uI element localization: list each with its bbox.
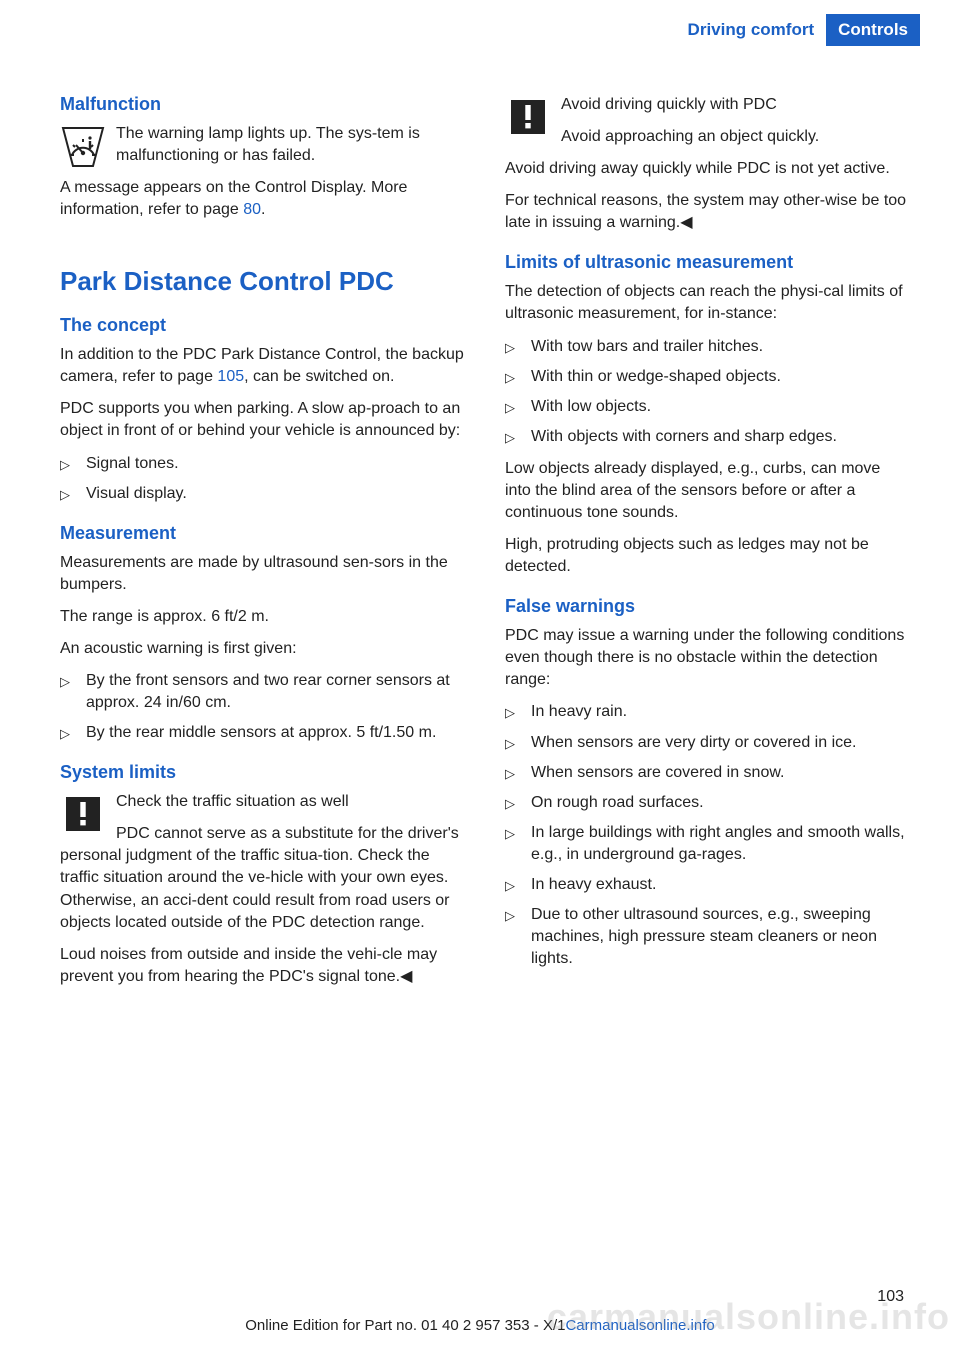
false-p1: PDC may issue a warning under the follow…	[505, 625, 910, 691]
bullet-icon: ▷	[60, 453, 86, 474]
limits-block: Check the traffic situation as well PDC …	[60, 791, 465, 943]
malfunction-p2: A message appears on the Control Display…	[60, 177, 465, 221]
warning-gauge-icon	[60, 125, 106, 169]
ultra-p3: High, protruding objects such as ledges …	[505, 534, 910, 578]
malfunction-title: Malfunction	[60, 94, 465, 115]
bullet-icon: ▷	[505, 396, 531, 417]
bullet-icon: ▷	[60, 483, 86, 504]
ultra-title: Limits of ultrasonic measurement	[505, 252, 910, 273]
list-item: ▷When sensors are covered in snow.	[505, 762, 910, 784]
malfunction-p2b: .	[261, 201, 265, 218]
bullet-icon: ▷	[505, 366, 531, 387]
ultra-p2: Low objects already displayed, e.g., cur…	[505, 458, 910, 524]
list-item: ▷Visual display.	[60, 483, 465, 505]
measurement-p3: An acoustic warning is first given:	[60, 638, 465, 660]
false-title: False warnings	[505, 596, 910, 617]
list-item-text: With low objects.	[531, 396, 910, 418]
list-item-text: In heavy exhaust.	[531, 874, 910, 896]
bullet-icon: ▷	[60, 722, 86, 743]
footer-line: Online Edition for Part no. 01 40 2 957 …	[0, 1317, 960, 1334]
malfunction-p2a: A message appears on the Control Display…	[60, 179, 407, 218]
limits-p3: Loud noises from outside and inside the …	[60, 944, 465, 988]
list-item: ▷With thin or wedge-shaped objects.	[505, 366, 910, 388]
list-item: ▷By the front sensors and two rear corne…	[60, 670, 465, 714]
list-item: ▷Due to other ultrasound sources, e.g., …	[505, 904, 910, 970]
list-item-text: With objects with corners and sharp edge…	[531, 426, 910, 448]
page-link-80[interactable]: 80	[243, 201, 261, 218]
warn-p2: Avoid approaching an object quickly.	[505, 126, 910, 148]
false-list: ▷In heavy rain. ▷When sensors are very d…	[505, 701, 910, 970]
bullet-icon: ▷	[505, 792, 531, 813]
warn-p3: Avoid driving away quickly while PDC is …	[505, 158, 910, 180]
list-item-text: When sensors are very dirty or covered i…	[531, 732, 910, 754]
list-item-text: By the rear middle sensors at approx. 5 …	[86, 722, 465, 744]
list-item-text: In large buildings with right angles and…	[531, 822, 910, 866]
malfunction-block: The warning lamp lights up. The sys‐tem …	[60, 123, 465, 231]
pdc-title: Park Distance Control PDC	[60, 267, 465, 297]
list-item: ▷In heavy exhaust.	[505, 874, 910, 896]
list-item: ▷In heavy rain.	[505, 701, 910, 723]
bullet-icon: ▷	[505, 822, 531, 843]
breadcrumb-chapter: Controls	[826, 14, 920, 46]
limits-title: System limits	[60, 762, 465, 783]
column-left: Malfunction The warning lamp lights	[60, 76, 465, 998]
limits-p2: PDC cannot serve as a substitute for the…	[60, 823, 465, 933]
list-item: ▷When sensors are very dirty or covered …	[505, 732, 910, 754]
bullet-icon: ▷	[505, 336, 531, 357]
list-item-text: Due to other ultrasound sources, e.g., s…	[531, 904, 910, 970]
breadcrumb-section: Driving comfort	[676, 14, 827, 46]
warn-p4: For technical reasons, the system may ot…	[505, 190, 910, 234]
caution-icon	[505, 96, 551, 140]
bullet-icon: ▷	[505, 874, 531, 895]
measurement-title: Measurement	[60, 523, 465, 544]
list-item: ▷On rough road surfaces.	[505, 792, 910, 814]
ultra-p1: The detection of objects can reach the p…	[505, 281, 910, 325]
list-item: ▷By the rear middle sensors at approx. 5…	[60, 722, 465, 744]
measurement-p2: The range is approx. 6 ft/2 m.	[60, 606, 465, 628]
list-item-text: On rough road surfaces.	[531, 792, 910, 814]
warn-p1: Avoid driving quickly with PDC	[505, 94, 910, 116]
measurement-p1: Measurements are made by ultrasound sen‐…	[60, 552, 465, 596]
bullet-icon: ▷	[505, 732, 531, 753]
ultra-list: ▷With tow bars and trailer hitches. ▷Wit…	[505, 336, 910, 448]
page-number: 103	[877, 1288, 904, 1306]
footer-text: Online Edition for Part no. 01 40 2 957 …	[245, 1317, 565, 1334]
list-item-text: When sensors are covered in snow.	[531, 762, 910, 784]
malfunction-p1: The warning lamp lights up. The sys‐tem …	[60, 123, 465, 167]
bullet-icon: ▷	[505, 762, 531, 783]
page-link-105[interactable]: 105	[217, 368, 244, 385]
column-right: Avoid driving quickly with PDC Avoid app…	[505, 76, 910, 998]
page-body: Malfunction The warning lamp lights	[0, 46, 960, 998]
list-item: ▷Signal tones.	[60, 453, 465, 475]
list-item: ▷With objects with corners and sharp edg…	[505, 426, 910, 448]
concept-title: The concept	[60, 315, 465, 336]
list-item-text: Signal tones.	[86, 453, 465, 475]
list-item: ▷With low objects.	[505, 396, 910, 418]
list-item-text: With thin or wedge-shaped objects.	[531, 366, 910, 388]
concept-p1: In addition to the PDC Park Distance Con…	[60, 344, 465, 388]
bullet-icon: ▷	[505, 426, 531, 447]
bullet-icon: ▷	[505, 904, 531, 925]
footer-link[interactable]: Carmanualsonline.info	[565, 1317, 714, 1334]
page-header: Driving comfort Controls	[0, 0, 960, 46]
list-item-text: Visual display.	[86, 483, 465, 505]
list-item-text: In heavy rain.	[531, 701, 910, 723]
concept-p1b: , can be switched on.	[244, 368, 394, 385]
caution-icon	[60, 793, 106, 837]
concept-list: ▷Signal tones. ▷Visual display.	[60, 453, 465, 505]
limits-p1: Check the traffic situation as well	[60, 791, 465, 813]
list-item: ▷With tow bars and trailer hitches.	[505, 336, 910, 358]
warn-block: Avoid driving quickly with PDC Avoid app…	[505, 94, 910, 158]
list-item-text: With tow bars and trailer hitches.	[531, 336, 910, 358]
measurement-list: ▷By the front sensors and two rear corne…	[60, 670, 465, 744]
list-item: ▷In large buildings with right angles an…	[505, 822, 910, 866]
bullet-icon: ▷	[505, 701, 531, 722]
list-item-text: By the front sensors and two rear corner…	[86, 670, 465, 714]
concept-p2: PDC supports you when parking. A slow ap…	[60, 398, 465, 442]
bullet-icon: ▷	[60, 670, 86, 691]
